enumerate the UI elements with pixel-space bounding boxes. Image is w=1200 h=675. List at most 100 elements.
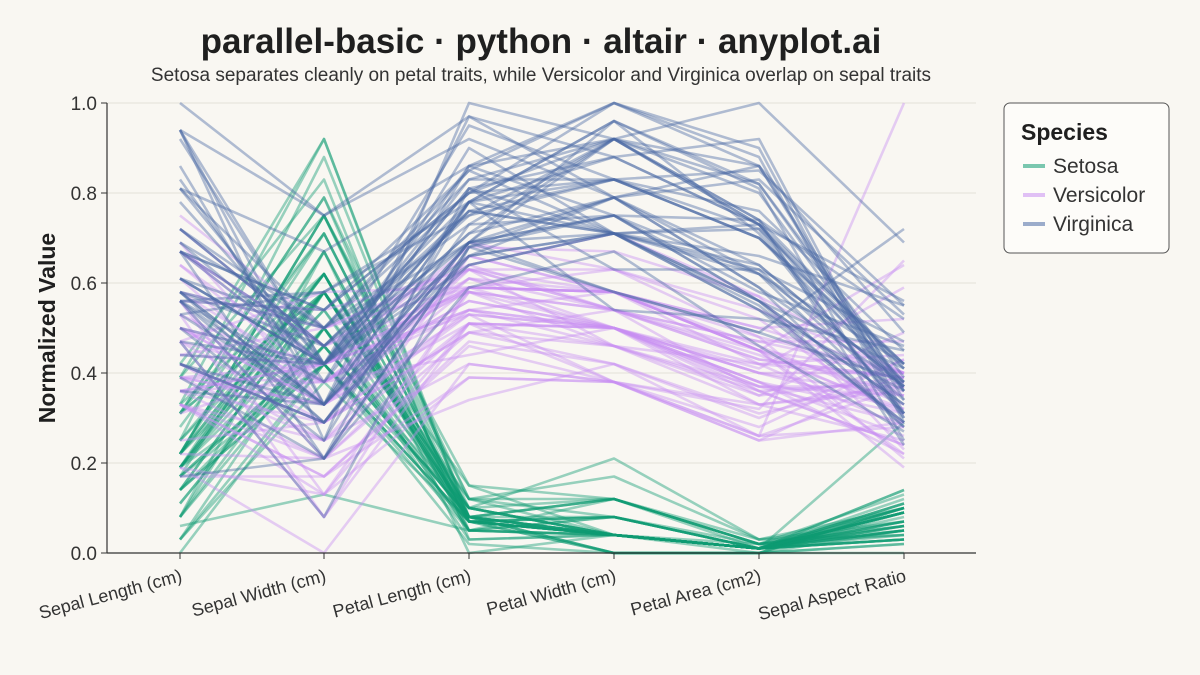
x-tick-label: Sepal Width (cm) [190,566,329,621]
series-line [179,344,905,555]
series-line [178,250,905,555]
y-tick-label: 0.0 [71,544,97,565]
series-line [179,344,905,478]
series-line [179,286,905,456]
series-line [178,214,905,541]
x-axis: Sepal Length (cm) Sepal Width (cm) Petal L… [37,552,976,624]
series-line [179,263,905,379]
series-line [179,232,905,424]
series-line [179,308,905,438]
series-line [178,250,905,550]
series-line [179,272,905,550]
series-line [179,344,905,555]
series-line [178,178,905,550]
series-line [179,290,904,384]
series-line [179,268,905,397]
series-line [179,362,905,550]
y-tick-label: 1.0 [71,94,97,115]
series-line [179,209,905,384]
series-line [178,187,905,366]
series-line [179,232,905,424]
y-tick-label: 0.6 [71,274,97,295]
series-line [179,214,905,546]
series-line [179,250,905,379]
legend-label: Versicolor [1053,184,1145,207]
legend: Species Setosa Versicolor Virginica [1003,102,1170,254]
series-line [179,286,905,406]
series-line [178,155,905,555]
series-line [179,326,905,550]
series-line [178,290,905,550]
series-line [179,331,905,424]
series-line [179,254,905,460]
series-line [178,326,905,550]
series-line [179,277,905,411]
legend-label: Virginica [1053,213,1133,236]
series-line [178,196,905,550]
series-line [179,322,905,442]
series-line [179,290,905,550]
series-line [178,227,905,519]
series-line [178,101,905,442]
series-line [179,421,905,550]
series-virginica [178,101,906,519]
series-line [178,232,905,550]
series-line [180,376,905,478]
series-line [179,362,905,550]
series-line [179,137,906,392]
series-line [179,119,906,415]
series-line [178,232,905,546]
gridlines [107,102,976,464]
series-line [178,326,905,550]
series-line [179,232,905,406]
series-line [179,115,906,415]
series-line [179,137,906,388]
chart-subtitle: Setosa separates cleanly on petal traits… [151,65,931,86]
series-line [179,340,905,478]
series-line [178,214,905,550]
chart-title: parallel-basic · python · altair · anypl… [201,22,882,61]
legend-label: Setosa [1053,155,1119,178]
series-line [179,178,905,365]
series-line [179,268,905,460]
series-line [179,344,905,550]
series-setosa [178,137,905,555]
series-line [179,196,905,415]
series-line [179,227,905,375]
series-line [179,331,905,460]
legend-box [1003,102,1170,254]
series-line [179,169,905,365]
series-line [179,250,905,478]
series-line [179,155,905,392]
series-versicolor [178,102,906,555]
series-line [179,178,905,370]
series-line [179,102,906,555]
series-line [179,214,905,424]
series-line [179,101,906,424]
series-line [178,326,905,550]
x-tick-label: Petal Area (cm2) [628,566,763,620]
series-line [179,214,905,375]
series-line [179,322,905,460]
series-line [179,344,905,550]
series-line [179,137,905,365]
series-line [179,119,906,442]
series-line [179,200,905,388]
y-tick-label: 0.8 [71,184,97,205]
series-line [179,299,905,397]
y-tick-label: 0.4 [71,364,98,385]
series-line [179,272,905,550]
series-line [178,362,905,550]
series-line [179,313,905,424]
series-line [179,326,905,442]
series-line [179,286,905,411]
series-line [178,272,905,550]
series-line [179,101,906,392]
series-line [179,313,905,456]
y-axis: 0.0 0.2 0.4 0.6 0.8 1.0 [71,94,108,565]
series-line [179,241,904,406]
series-line [179,209,905,401]
series-line [179,286,905,415]
series-line [179,232,905,428]
series-line [179,214,905,460]
